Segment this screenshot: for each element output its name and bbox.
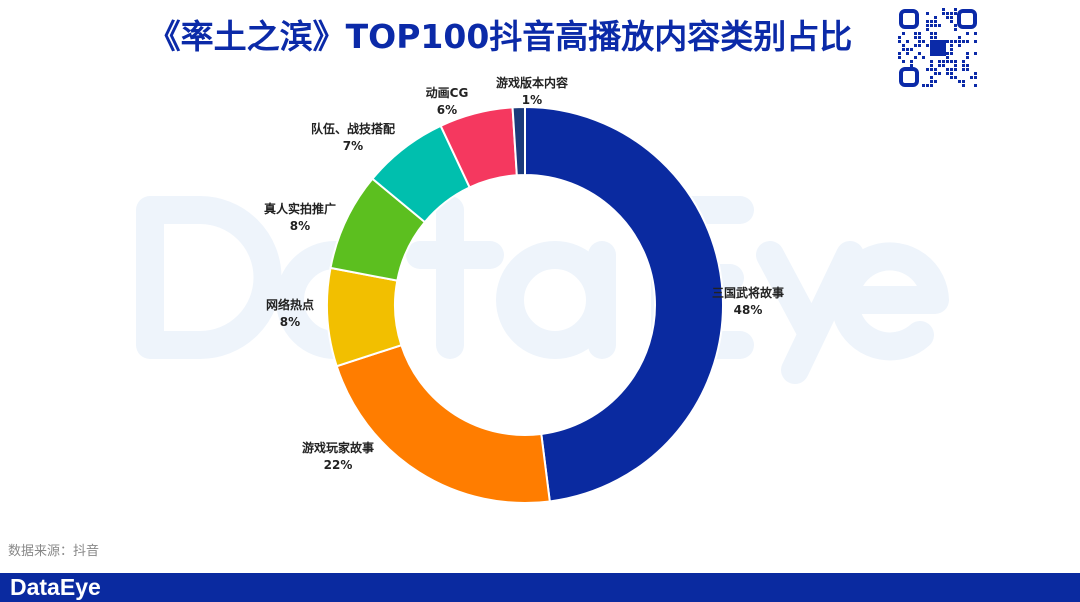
slice-label-name: 网络热点 xyxy=(265,298,315,312)
slice-label-value: 8% xyxy=(279,315,301,329)
slice-label-name: 动画CG xyxy=(425,86,469,100)
slice-label-value: 7% xyxy=(342,139,364,153)
slice-label-name: 三国武将故事 xyxy=(711,286,785,300)
slice-label-value: 8% xyxy=(289,219,311,233)
slice-label-value: 22% xyxy=(323,458,353,472)
slice-label: 游戏玩家故事 22% xyxy=(302,440,374,474)
slice-label: 游戏版本内容 1% xyxy=(496,75,568,109)
slice-label-value: 1% xyxy=(521,93,543,107)
slice-label-value: 6% xyxy=(436,103,458,117)
slice-label: 动画CG 6% xyxy=(426,85,469,119)
slice-label: 三国武将故事 48% xyxy=(712,285,784,319)
slice-label: 网络热点 8% xyxy=(266,297,314,331)
footer-bar: DataEye xyxy=(0,573,1080,602)
slice-label-name: 队伍、战技搭配 xyxy=(310,122,396,136)
slice-label: 队伍、战技搭配 7% xyxy=(311,121,395,155)
data-source: 数据来源：抖音 xyxy=(8,544,100,559)
brand-logo: DataEye xyxy=(10,574,101,600)
slice-label-name: 游戏玩家故事 xyxy=(301,441,375,455)
donut-slice xyxy=(511,105,526,177)
donut-slice xyxy=(335,343,551,504)
donut-slice xyxy=(524,105,724,503)
slice-label-name: 真人实拍推广 xyxy=(263,202,337,216)
qr-code xyxy=(898,8,978,88)
slice-label-name: 游戏版本内容 xyxy=(495,76,569,90)
slice-label: 真人实拍推广 8% xyxy=(264,201,336,235)
slice-label-value: 48% xyxy=(733,303,763,317)
page-title: 《率土之滨》TOP100抖音高播放内容类别占比 xyxy=(147,17,853,56)
